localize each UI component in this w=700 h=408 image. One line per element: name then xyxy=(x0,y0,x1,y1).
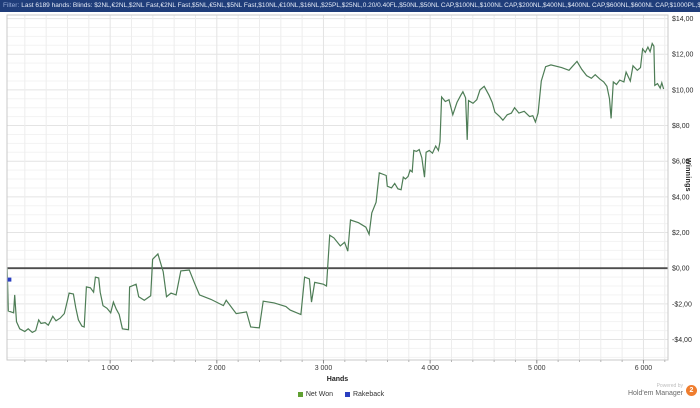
y-tick-label: $10,00 xyxy=(672,87,694,94)
x-tick-label: 3 000 xyxy=(315,365,333,372)
y-tick-label: -$4,00 xyxy=(672,337,692,344)
legend-item-rakeback[interactable]: Rakeback xyxy=(344,391,385,398)
hm2-logo-icon: 2 xyxy=(686,385,697,396)
app-name-label: Hold'em Manager xyxy=(627,390,683,397)
y-axis-title: Winnings xyxy=(684,158,691,192)
powered-by-label: Powered by xyxy=(656,383,683,389)
x-tick-label: 1 000 xyxy=(101,365,119,372)
filter-bar: Filter: Last 6189 hands: Blinds: $2NL,€2N… xyxy=(0,0,700,12)
powered-by-branding: Powered by Hold'em Manager 2 xyxy=(628,383,697,398)
plot-border xyxy=(6,14,669,361)
rakeback-marker xyxy=(7,277,12,282)
x-tick-label: 6 000 xyxy=(635,365,653,372)
x-tick-label: 5 000 xyxy=(528,365,546,372)
legend-net-won-label: Net Won xyxy=(305,391,333,398)
y-tick-label: $14,00 xyxy=(672,16,694,23)
net-won-line xyxy=(6,42,665,334)
filter-text: Last 6189 hands: Blinds: $2NL,€2NL,$2NL … xyxy=(21,2,700,9)
x-axis-title: Hands xyxy=(326,376,349,383)
chart-legend: Net Won Rakeback xyxy=(0,391,691,398)
y-tick-label: $2,00 xyxy=(672,230,690,237)
legend-item-net-won[interactable]: Net Won xyxy=(297,391,333,398)
y-tick-label: $6,00 xyxy=(672,159,690,166)
y-tick-label: $12,00 xyxy=(672,52,694,59)
net-won-swatch-icon xyxy=(297,392,303,397)
y-tick-label: $4,00 xyxy=(672,194,690,201)
x-tick-label: 2 000 xyxy=(208,365,226,372)
y-tick-label: $8,00 xyxy=(672,123,690,130)
legend-rakeback-label: Rakeback xyxy=(352,391,385,398)
x-tick-label: 4 000 xyxy=(421,365,439,372)
filter-label: Filter: xyxy=(3,2,20,9)
y-tick-label: $0,00 xyxy=(672,266,690,273)
rakeback-swatch-icon xyxy=(344,392,350,397)
y-tick-label: -$2,00 xyxy=(672,301,692,308)
